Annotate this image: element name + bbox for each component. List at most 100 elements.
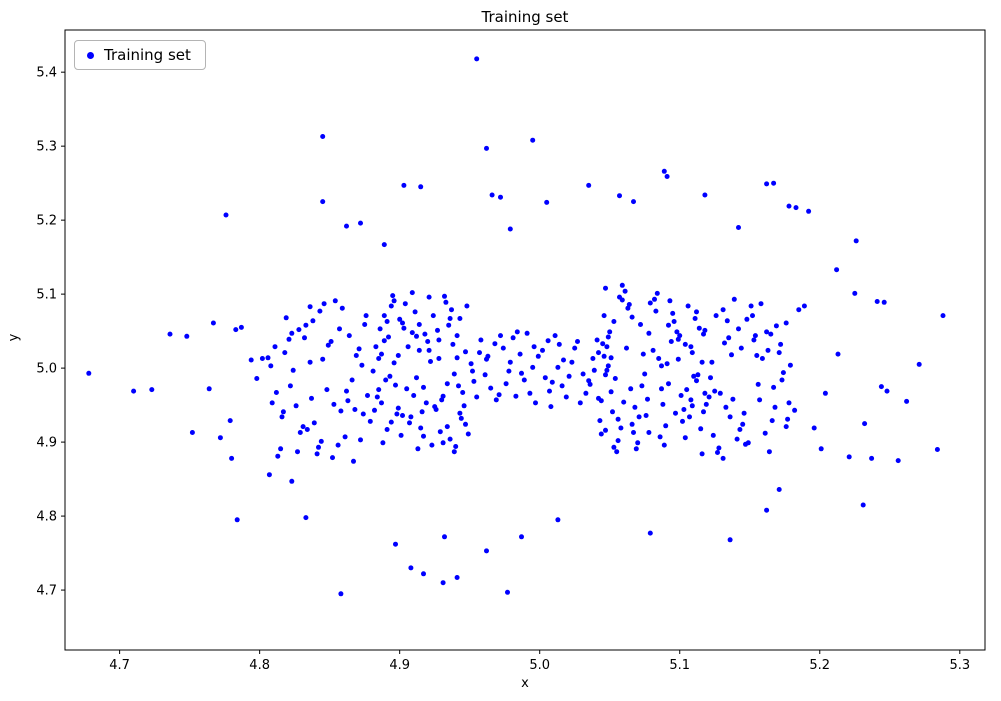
scatter-point [786, 203, 792, 209]
scatter-point [818, 446, 824, 452]
scatter-point [418, 184, 424, 190]
scatter-point [685, 303, 691, 309]
scatter-point [575, 339, 580, 344]
scatter-point [737, 427, 743, 432]
scatter-point [416, 347, 422, 353]
scatter-point [604, 344, 610, 350]
scatter-point [517, 351, 523, 357]
scatter-point [275, 453, 281, 459]
scatter-point [506, 368, 512, 374]
scatter-point [149, 387, 155, 393]
scatter-point [675, 356, 681, 362]
scatter-point [358, 220, 363, 226]
scatter-point [647, 300, 653, 306]
scatter-point [435, 327, 440, 333]
x-axis-label: x [521, 676, 529, 691]
scatter-point [754, 353, 760, 358]
scatter-point [279, 414, 285, 420]
scatter-point [605, 334, 611, 340]
scatter-point [463, 349, 468, 355]
scatter-point [640, 351, 646, 357]
scatter-point [563, 394, 569, 400]
scatter-point [621, 399, 627, 405]
scatter-point [600, 341, 606, 347]
scatter-point [869, 455, 875, 461]
scatter-point [407, 420, 412, 426]
scatter-point [254, 376, 260, 381]
scatter-point [444, 424, 450, 430]
scatter-point [776, 350, 782, 356]
scatter-point [358, 437, 363, 443]
scatter-point [362, 322, 368, 327]
scatter-point [470, 368, 475, 374]
scatter-point [611, 444, 617, 450]
scatter-point [940, 313, 946, 319]
scatter-point [286, 336, 292, 342]
scatter-point [451, 371, 457, 377]
scatter-point [507, 226, 513, 232]
scatter-point [320, 356, 326, 362]
scatter-point [397, 316, 403, 322]
scatter-point [492, 341, 498, 347]
scatter-point [636, 414, 642, 420]
scatter-point [370, 368, 376, 374]
scatter-point [646, 330, 652, 336]
scatter-point [607, 329, 613, 335]
scatter-point [259, 356, 265, 361]
scatter-point [337, 326, 342, 332]
scatter-point [727, 537, 733, 543]
y-tick-label: 5.4 [36, 66, 57, 81]
scatter-point [706, 394, 712, 400]
scatter-point [278, 446, 284, 452]
scatter-point [451, 449, 457, 455]
scatter-point [740, 421, 746, 427]
scatter-point [409, 330, 415, 336]
scatter-point [505, 589, 510, 595]
scatter-point [884, 388, 890, 394]
scatter-point [594, 337, 600, 343]
scatter-point [391, 360, 397, 366]
scatter-point [453, 444, 459, 449]
scatter-point [346, 333, 352, 339]
scatter-point [345, 398, 351, 404]
scatter-point [344, 223, 349, 229]
scatter-point [577, 400, 583, 406]
scatter-point [566, 373, 572, 379]
scatter-point [332, 298, 338, 304]
scatter-point [468, 361, 474, 367]
scatter-point [307, 359, 313, 365]
scatter-point [660, 401, 666, 407]
scatter-point [342, 434, 348, 440]
scatter-point [287, 383, 293, 389]
scatter-point [664, 361, 670, 367]
scatter-point [755, 381, 761, 387]
scatter-point [596, 395, 601, 401]
scatter-point [474, 394, 480, 400]
scatter-point [344, 388, 349, 394]
scatter-point [617, 193, 622, 199]
scatter-point [372, 407, 377, 413]
scatter-point [656, 356, 662, 361]
scatter-point [682, 341, 688, 347]
scatter-point [296, 327, 302, 333]
scatter-point [289, 478, 295, 484]
scatter-point [418, 425, 424, 431]
scatter-point [210, 320, 216, 326]
scatter-point [544, 199, 550, 205]
scatter-point [762, 430, 768, 436]
scatter-point [580, 371, 586, 377]
scatter-point [629, 421, 635, 427]
scatter-point [387, 373, 393, 379]
y-tick-label: 5.0 [36, 362, 57, 377]
scatter-point [773, 323, 779, 329]
scatter-point [699, 359, 705, 365]
scatter-point [289, 330, 295, 336]
scatter-point [542, 375, 548, 381]
scatter-point [596, 350, 601, 356]
scatter-point [741, 410, 747, 416]
scatter-point [386, 334, 391, 340]
y-axis-ticks: 4.7 4.8 4.9 5.0 5.1 5.2 5.3 5.4 [36, 66, 65, 599]
scatter-point [535, 353, 541, 359]
scatter-point [290, 367, 296, 373]
scatter-point [359, 362, 365, 368]
